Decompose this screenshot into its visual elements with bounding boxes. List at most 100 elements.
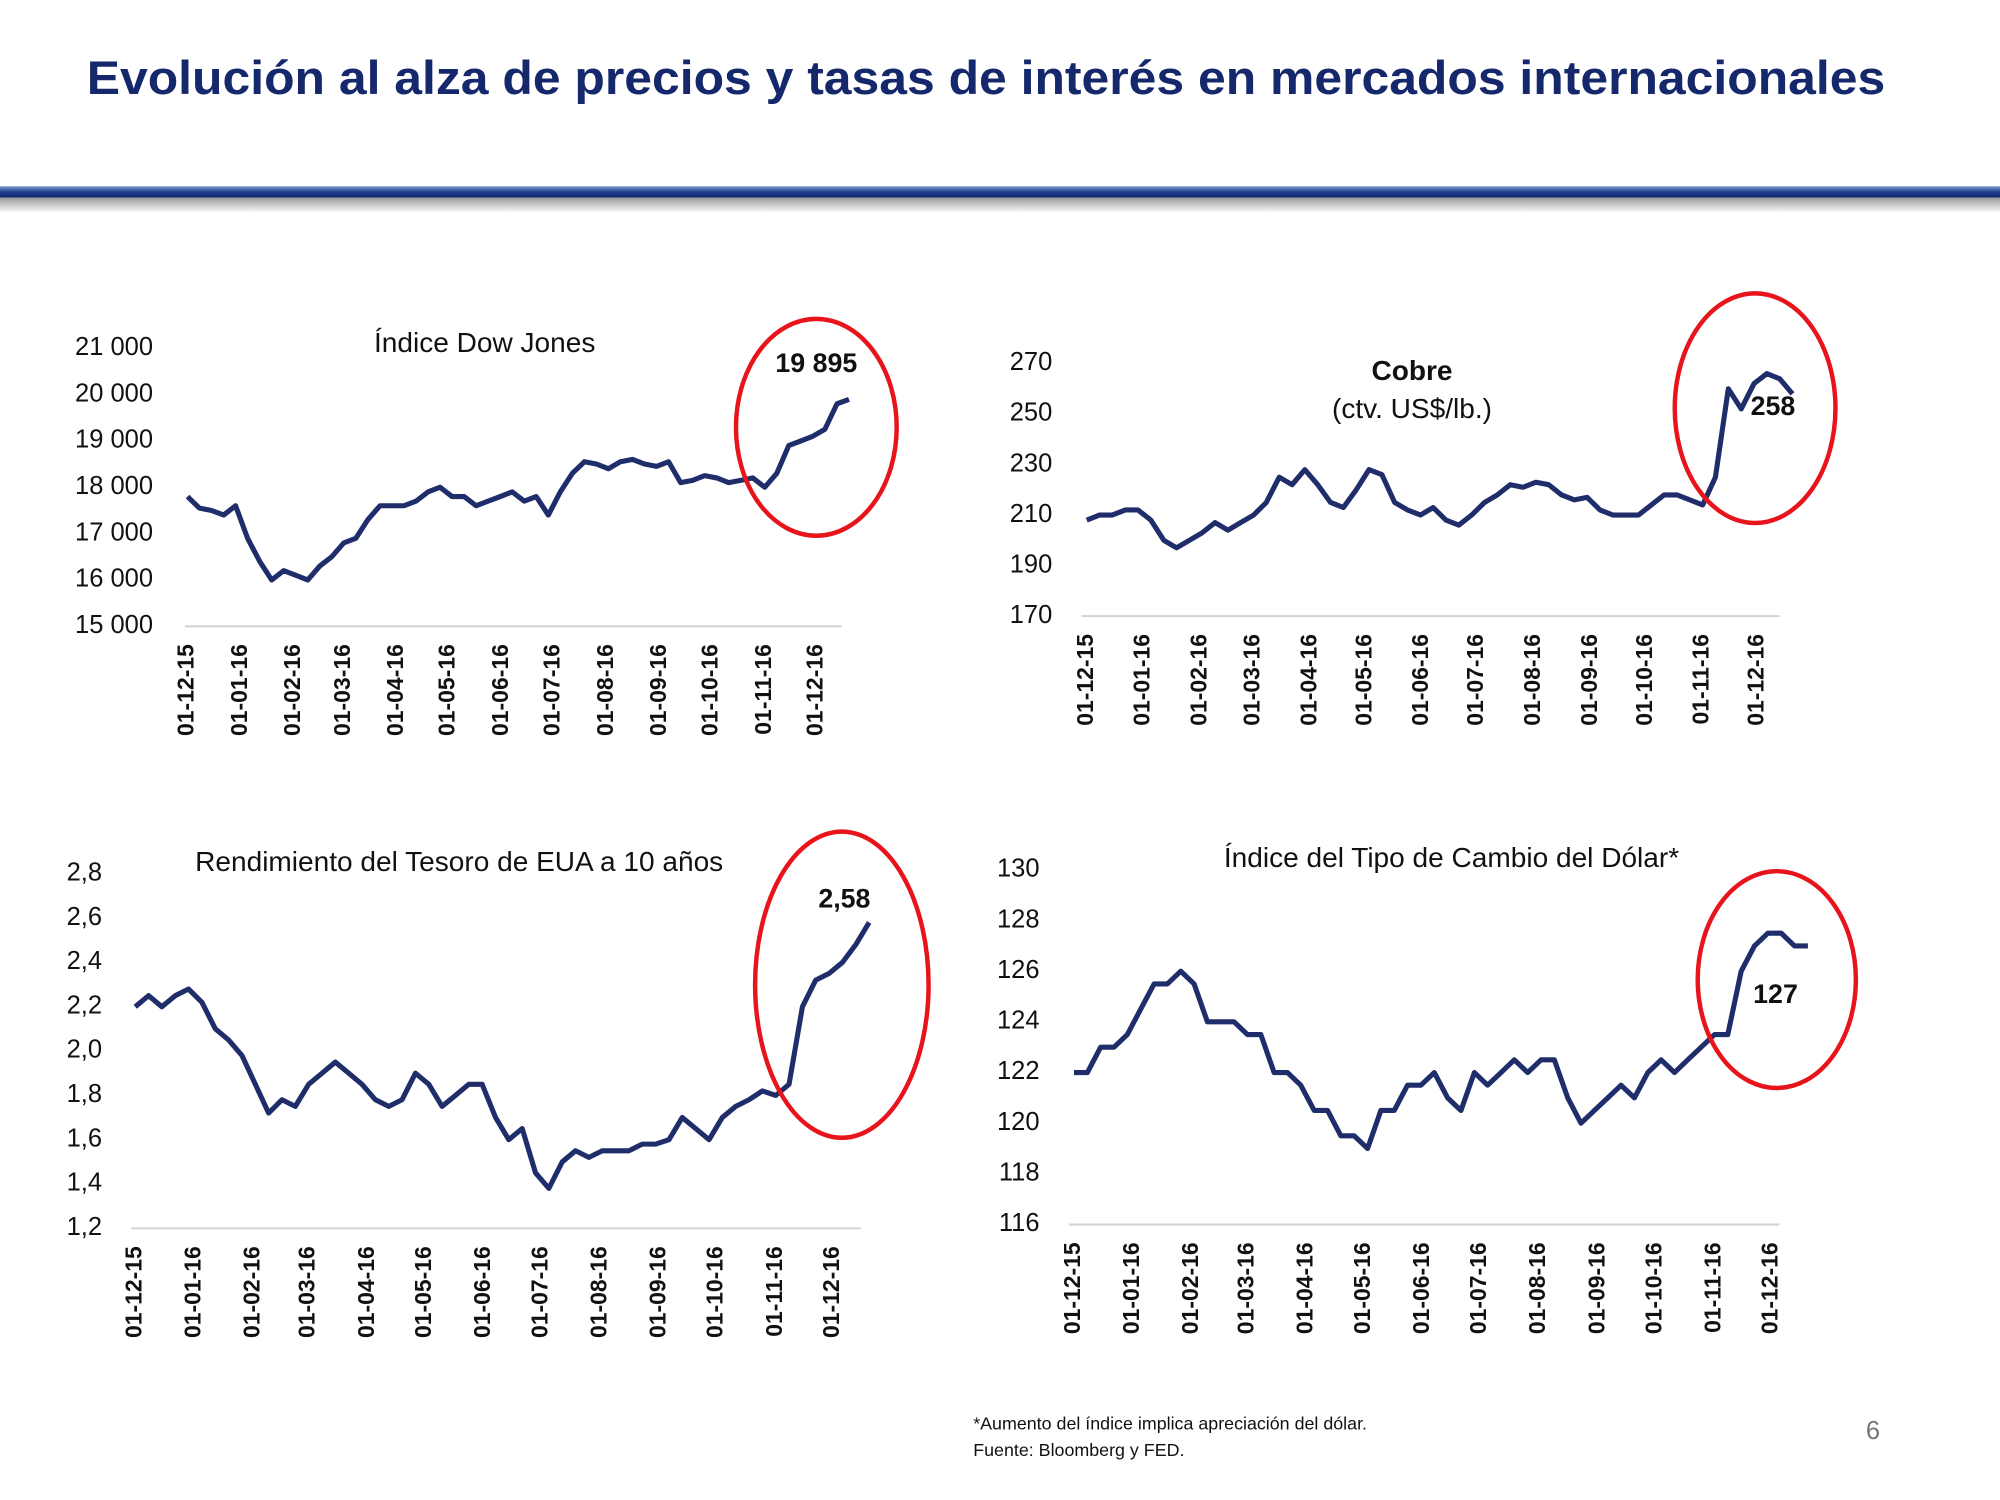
y-tick-label: 126 <box>997 956 1040 984</box>
x-tick-label: 01-01-16 <box>1129 634 1155 726</box>
x-tick-label: 01-02-16 <box>1177 1242 1203 1334</box>
x-tick-label: 01-02-16 <box>238 1246 264 1338</box>
y-tick-label: 170 <box>1010 601 1053 629</box>
y-tick-label: 16 000 <box>75 565 153 593</box>
x-tick-label: 01-12-15 <box>1072 634 1098 726</box>
data-line <box>1085 371 1795 551</box>
y-tick-label: 2,8 <box>67 858 102 886</box>
y-tick-label: 230 <box>1010 449 1053 477</box>
y-tick-label: 18 000 <box>75 472 153 500</box>
y-tick-label: 20 000 <box>75 379 153 407</box>
annotation: 19 895 <box>775 348 857 378</box>
x-tick-label: 01-10-16 <box>697 644 723 736</box>
x-tick-label: 01-05-16 <box>434 644 460 736</box>
y-tick-label: 19 000 <box>75 426 153 454</box>
y-tick-label: 2,4 <box>67 947 102 975</box>
chart-subtitle: (ctv. US$/lb.) <box>1332 393 1492 424</box>
annotation: 258 <box>1751 391 1796 421</box>
x-tick-label: 01-02-16 <box>279 644 305 736</box>
y-tick-label: 124 <box>997 1007 1040 1035</box>
x-tick-label: 01-04-16 <box>1292 1242 1318 1334</box>
chart-title: Índice del Tipo de Cambio del Dólar* <box>1224 842 1679 873</box>
y-tick-label: 2,0 <box>67 1036 102 1064</box>
x-tick-label: 01-03-16 <box>294 1246 320 1338</box>
title-bar <box>0 186 2000 198</box>
y-tick-label: 270 <box>1010 348 1053 376</box>
x-tick-label: 01-05-16 <box>1349 1242 1375 1334</box>
x-tick-label: 01-01-16 <box>1118 1242 1144 1334</box>
chart-title: Índice Dow Jones <box>374 327 595 358</box>
x-tick-label: 01-04-16 <box>382 644 408 736</box>
highlight-ellipse <box>752 829 931 1140</box>
y-tick-label: 1,8 <box>67 1080 102 1108</box>
x-tick-label: 01-07-16 <box>526 1246 552 1338</box>
x-tick-label: 01-12-16 <box>801 644 827 736</box>
y-tick-label: 130 <box>997 855 1040 883</box>
page-title: Evolución al alza de precios y tasas de … <box>87 52 1885 105</box>
y-tick-label: 17 000 <box>75 518 153 546</box>
x-tick-label: 01-07-16 <box>1462 634 1488 726</box>
annotation: 2,58 <box>818 884 870 914</box>
data-line <box>133 921 872 1191</box>
y-tick-label: 1,6 <box>67 1124 102 1152</box>
x-tick-label: 01-12-15 <box>173 644 199 736</box>
x-tick-label: 01-04-16 <box>1295 634 1321 726</box>
footnote: *Aumento del índice implica apreciación … <box>973 1413 1367 1433</box>
x-tick-label: 01-10-16 <box>702 1246 728 1338</box>
footnote: Fuente: Bloomberg y FED. <box>973 1440 1184 1460</box>
x-tick-label: 01-08-16 <box>585 1246 611 1338</box>
y-tick-label: 190 <box>1010 550 1053 578</box>
x-tick-label: 01-01-16 <box>226 644 252 736</box>
x-tick-label: 01-09-16 <box>645 644 671 736</box>
page-number: 6 <box>1866 1417 1880 1445</box>
x-tick-label: 01-11-16 <box>1700 1242 1726 1333</box>
y-tick-label: 128 <box>997 905 1040 933</box>
y-tick-label: 1,4 <box>67 1169 102 1197</box>
x-tick-label: 01-03-16 <box>1233 1242 1259 1334</box>
x-tick-label: 01-11-16 <box>761 1246 787 1337</box>
x-tick-label: 01-09-16 <box>644 1246 670 1338</box>
y-tick-label: 21 000 <box>75 333 153 361</box>
x-tick-label: 01-05-16 <box>410 1246 436 1338</box>
highlight-ellipse <box>1695 868 1859 1091</box>
x-tick-label: 01-06-16 <box>1408 1242 1434 1334</box>
y-tick-label: 120 <box>997 1108 1040 1136</box>
x-tick-label: 01-12-15 <box>1059 1242 1085 1334</box>
y-tick-label: 2,2 <box>67 991 102 1019</box>
x-tick-label: 01-12-15 <box>120 1246 146 1338</box>
y-tick-label: 15 000 <box>75 611 153 639</box>
x-tick-label: 01-07-16 <box>1465 1242 1491 1334</box>
data-line <box>1073 930 1808 1152</box>
x-tick-label: 01-07-16 <box>539 644 565 736</box>
x-tick-label: 01-10-16 <box>1631 634 1657 726</box>
data-line <box>185 396 850 583</box>
chart-title: Cobre <box>1371 355 1452 386</box>
x-tick-label: 01-12-16 <box>1743 634 1769 726</box>
chart-title: Rendimiento del Tesoro de EUA a 10 años <box>195 846 723 877</box>
x-tick-label: 01-03-16 <box>1239 634 1265 726</box>
y-tick-label: 250 <box>1010 399 1053 427</box>
x-tick-label: 01-01-16 <box>179 1246 205 1338</box>
x-tick-label: 01-06-16 <box>469 1246 495 1338</box>
y-tick-label: 1,2 <box>67 1213 102 1241</box>
x-tick-label: 01-08-16 <box>592 644 618 736</box>
highlight-ellipse <box>1672 291 1838 526</box>
annotation: 127 <box>1753 979 1798 1009</box>
x-tick-label: 01-02-16 <box>1185 634 1211 726</box>
x-tick-label: 01-09-16 <box>1576 634 1602 726</box>
y-tick-label: 122 <box>997 1057 1040 1085</box>
x-tick-label: 01-11-16 <box>750 644 776 735</box>
x-tick-label: 01-12-16 <box>818 1246 844 1338</box>
x-tick-label: 01-08-16 <box>1524 1242 1550 1334</box>
x-tick-label: 01-06-16 <box>1407 634 1433 726</box>
y-tick-label: 116 <box>999 1209 1040 1237</box>
title-bar-shadow <box>0 197 2000 214</box>
y-tick-label: 210 <box>1010 500 1053 528</box>
x-tick-label: 01-12-16 <box>1757 1242 1783 1334</box>
x-tick-label: 01-05-16 <box>1350 634 1376 726</box>
x-tick-label: 01-09-16 <box>1583 1242 1609 1334</box>
x-tick-label: 01-06-16 <box>487 644 513 736</box>
x-tick-label: 01-11-16 <box>1688 634 1714 725</box>
